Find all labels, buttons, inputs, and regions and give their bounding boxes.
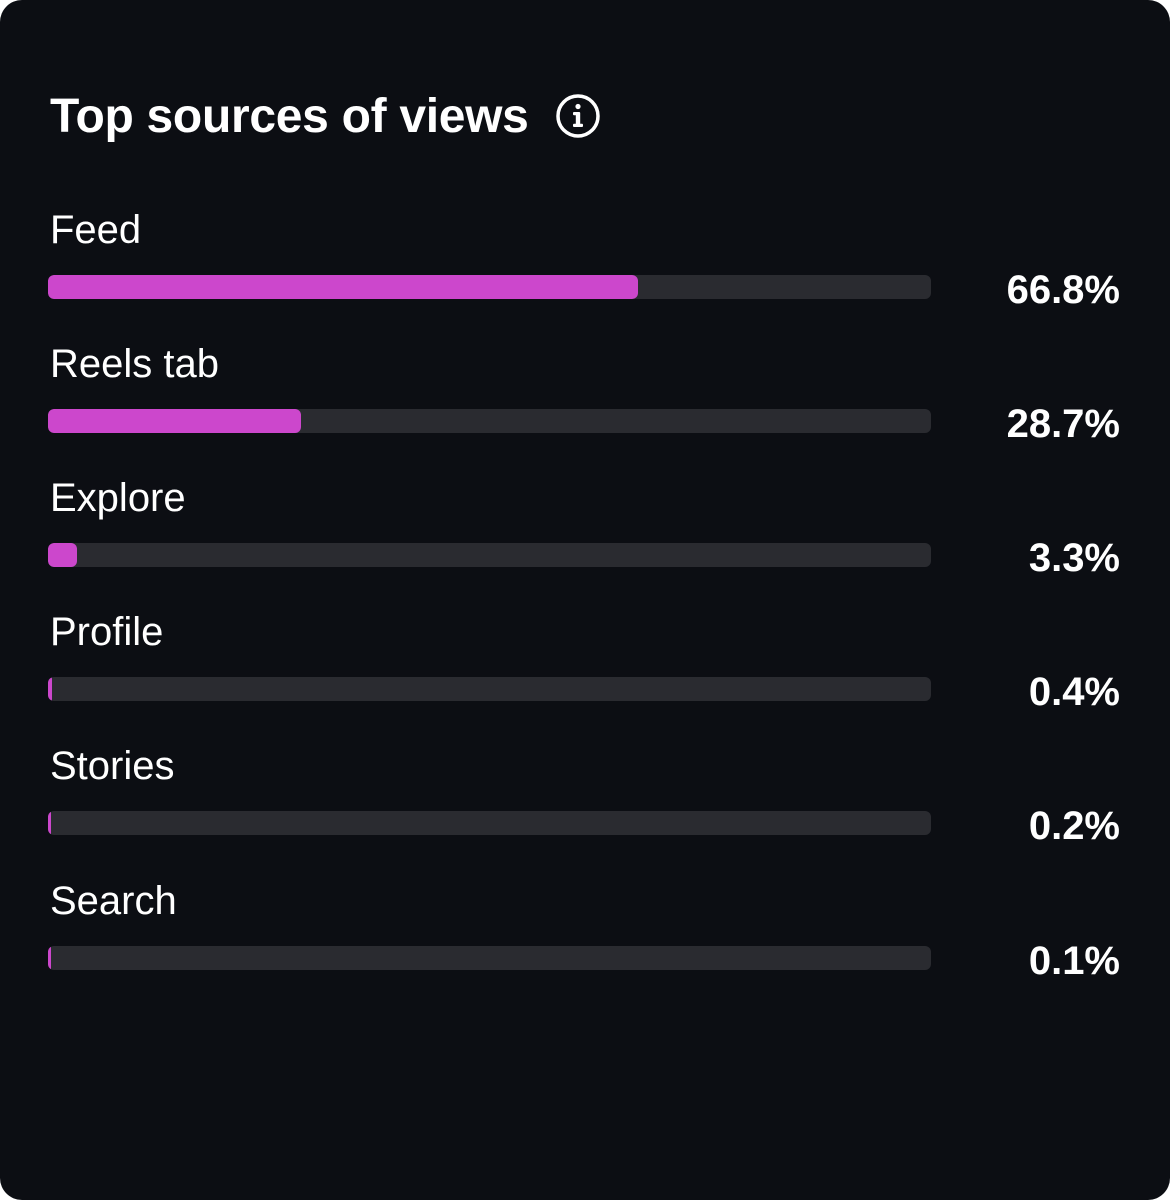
source-label: Reels tab [50, 342, 219, 386]
progress-fill [48, 811, 51, 835]
progress-track [48, 946, 931, 970]
source-row-search: Search 0.1% [0, 876, 1170, 1010]
source-percent: 28.7% [1006, 402, 1120, 446]
source-label: Search [50, 879, 177, 923]
source-label: Stories [50, 744, 175, 788]
progress-fill [48, 677, 52, 701]
source-row-reels-tab: Reels tab 28.7% [0, 339, 1170, 473]
progress-fill [48, 409, 302, 433]
progress-track [48, 275, 931, 299]
progress-fill [48, 946, 51, 970]
source-label: Explore [50, 476, 186, 520]
card-title: Top sources of views [50, 89, 529, 143]
source-percent: 0.1% [1028, 939, 1120, 983]
progress-track [48, 409, 931, 433]
source-percent: 3.3% [1028, 536, 1120, 580]
source-label: Feed [50, 208, 142, 252]
source-row-profile: Profile 0.4% [0, 607, 1170, 741]
source-percent: 0.4% [1028, 670, 1120, 714]
source-label: Profile [50, 610, 164, 654]
source-row-stories: Stories 0.2% [0, 741, 1170, 875]
progress-track [48, 677, 931, 701]
source-row-explore: Explore 3.3% [0, 473, 1170, 607]
source-percent: 66.8% [1006, 268, 1120, 312]
info-circle-icon [555, 94, 600, 138]
source-percent: 0.2% [1028, 804, 1120, 848]
info-icon[interactable] [555, 93, 601, 139]
progress-fill [48, 275, 638, 299]
card-header: Top sources of views [50, 88, 601, 144]
progress-track [48, 811, 931, 835]
progress-fill [48, 543, 78, 567]
progress-track [48, 543, 931, 567]
source-row-feed: Feed 66.8% [0, 205, 1170, 339]
